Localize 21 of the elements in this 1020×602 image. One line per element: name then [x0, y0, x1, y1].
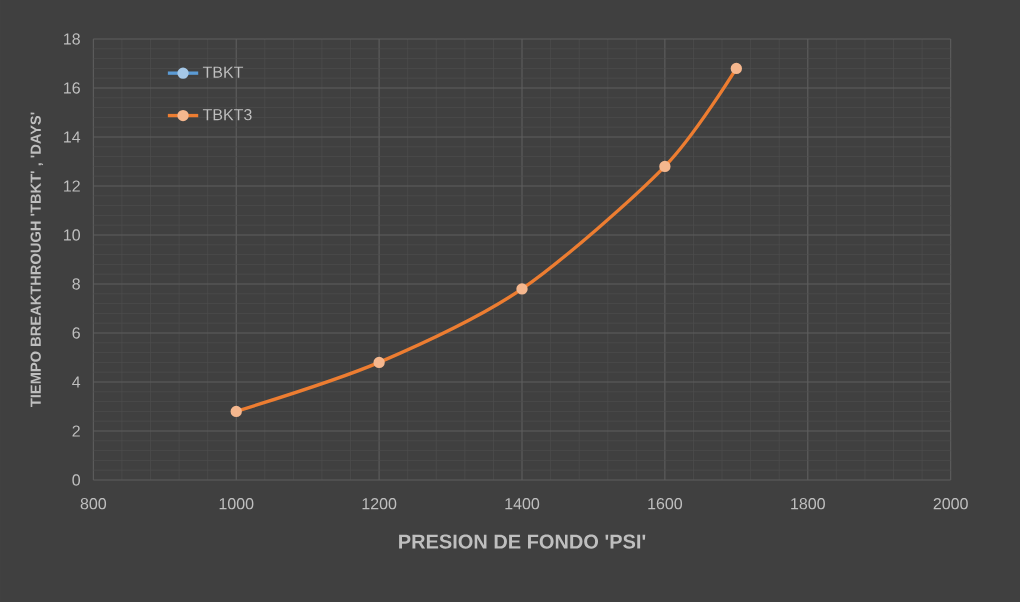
- y-tick-label: 8: [72, 278, 80, 290]
- y-tick-label: 4: [72, 376, 81, 388]
- legend-label: TBKT: [202, 66, 244, 78]
- y-tick-label: 18: [64, 33, 80, 45]
- x-axis-title: PRESION DE FONDO 'PSI': [399, 534, 646, 549]
- x-tick-label: 1400: [505, 498, 540, 510]
- y-tick-label: 10: [64, 229, 81, 241]
- y-tick-label: 2: [72, 425, 80, 437]
- y-tick-label: 14: [64, 131, 81, 143]
- legend-label: TBKT3: [202, 108, 252, 121]
- y-tick-label: 6: [72, 327, 80, 339]
- x-tick-label: 1600: [648, 498, 683, 510]
- x-tick-label: 1000: [219, 498, 254, 510]
- y-tick-label: 12: [64, 180, 80, 192]
- x-tick-label: 1200: [362, 498, 397, 510]
- x-tick-label: 2000: [933, 498, 968, 510]
- x-tick-label: 1800: [791, 498, 825, 510]
- y-tick-label: 16: [64, 82, 80, 94]
- y-axis-title: TIEMPO BREAKTHROUGH 'TBKT' , 'DAYS': [30, 112, 44, 407]
- y-tick-label: 0: [72, 474, 81, 486]
- x-tick-label: 800: [80, 498, 107, 510]
